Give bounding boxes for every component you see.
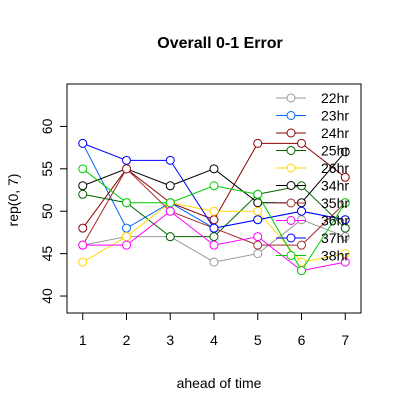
data-point — [122, 240, 131, 250]
x-tick-label: 5 — [254, 332, 262, 348]
data-point — [165, 198, 175, 208]
legend-label: 35hr — [321, 195, 349, 211]
y-tick-label: 55 — [39, 161, 55, 177]
x-tick-label: 1 — [79, 332, 87, 348]
x-axis: 1 2 3 4 5 6 7 — [79, 313, 349, 348]
data-point — [340, 147, 350, 157]
data-point — [78, 189, 88, 199]
data-point — [122, 223, 131, 233]
data-point — [340, 172, 350, 182]
data-point — [340, 198, 350, 208]
data-point — [253, 189, 263, 199]
legend-marker — [286, 216, 296, 225]
data-point — [122, 198, 131, 208]
data-point — [209, 206, 219, 216]
data-point — [297, 240, 306, 250]
data-point — [78, 240, 88, 250]
data-point — [78, 257, 88, 267]
legend-label: 25hr — [321, 143, 349, 159]
legend-marker — [286, 128, 296, 138]
data-point — [209, 164, 219, 174]
data-point — [297, 206, 306, 216]
legend-marker — [286, 198, 296, 208]
y-axis-label: rep(0, 7) — [5, 174, 21, 227]
data-point — [78, 181, 88, 191]
data-point — [209, 257, 219, 267]
data-point — [165, 232, 175, 242]
data-point — [165, 155, 175, 165]
legend-label: 38hr — [321, 248, 349, 264]
data-point — [165, 181, 175, 191]
data-point — [78, 138, 88, 148]
legend-label: 37hr — [321, 230, 349, 246]
legend-label: 36hr — [321, 213, 349, 229]
data-point — [78, 223, 88, 233]
y-tick-label: 40 — [39, 288, 55, 304]
y-axis: 40 45 50 55 60 — [39, 118, 67, 304]
y-tick-label: 45 — [39, 246, 55, 262]
data-point — [209, 181, 219, 191]
legend-label: 22hr — [321, 90, 349, 106]
data-point — [297, 215, 306, 225]
chart-title: Overall 0-1 Error — [157, 35, 282, 52]
data-point — [253, 215, 263, 225]
x-tick-label: 4 — [210, 332, 218, 348]
y-tick-label: 50 — [39, 203, 55, 219]
data-point — [253, 240, 263, 250]
data-point — [209, 215, 219, 225]
legend-marker — [286, 163, 296, 173]
data-point — [209, 232, 219, 242]
x-tick-label: 2 — [123, 332, 131, 348]
data-point — [78, 164, 88, 174]
legend-marker — [286, 181, 296, 190]
data-point — [122, 232, 131, 242]
x-tick-label: 3 — [166, 332, 174, 348]
data-point — [297, 138, 306, 148]
data-point — [165, 206, 175, 216]
data-point — [209, 240, 219, 250]
data-point — [340, 215, 350, 225]
data-point — [122, 164, 131, 174]
x-tick-label: 7 — [341, 332, 349, 348]
data-point — [122, 155, 131, 165]
legend-marker — [286, 146, 296, 155]
legend-label: 24hr — [321, 125, 349, 141]
legend-label: 23hr — [321, 108, 349, 124]
x-axis-label: ahead of time — [177, 375, 262, 391]
legend-label: 34hr — [321, 178, 349, 194]
legend-label: 26hr — [321, 160, 349, 176]
legend-marker — [286, 93, 296, 103]
legend-marker — [286, 111, 296, 120]
x-tick-label: 6 — [298, 332, 306, 348]
data-point — [297, 266, 306, 276]
data-point — [253, 232, 263, 242]
data-point — [253, 206, 263, 216]
data-point — [253, 138, 263, 148]
data-point — [253, 249, 263, 259]
series-group — [78, 138, 350, 276]
data-point — [340, 257, 350, 267]
legend-marker — [286, 233, 296, 243]
y-tick-label: 60 — [39, 118, 55, 134]
data-point — [209, 223, 219, 233]
legend-marker — [286, 251, 296, 260]
